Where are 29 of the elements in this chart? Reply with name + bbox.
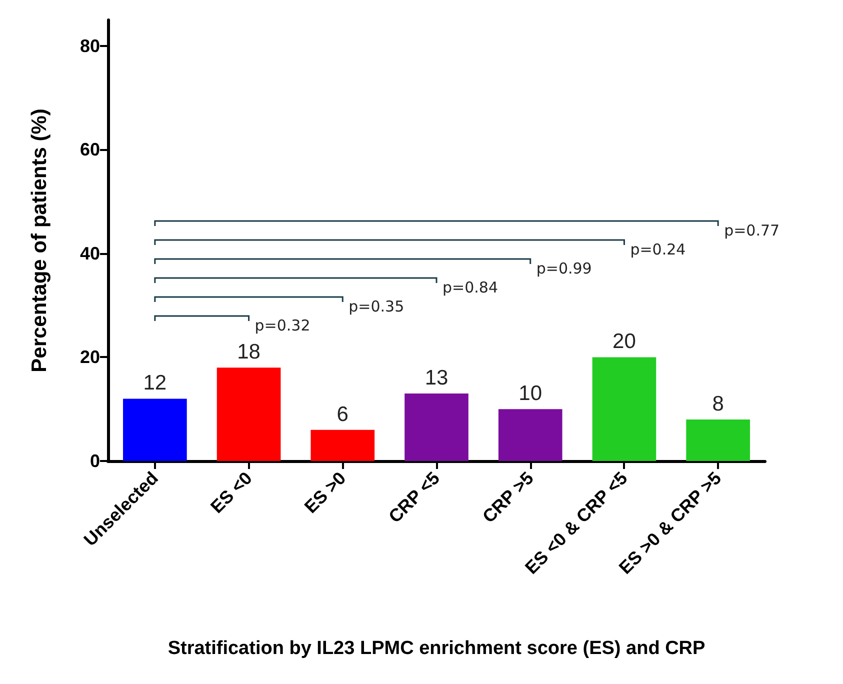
data-label: 12 <box>143 372 167 395</box>
x-tick-label: ES >0 <box>300 468 350 518</box>
y-tick-label: 40 <box>80 243 100 264</box>
y-tick-label: 60 <box>80 140 100 160</box>
data-label: 20 <box>612 330 636 354</box>
y-tick-label: 80 <box>80 36 100 56</box>
y-axis-title: Percentage of patients (%) <box>28 108 51 372</box>
data-label: 13 <box>424 366 448 390</box>
x-tick-label: ES <0 <box>206 468 256 518</box>
bar <box>123 398 187 461</box>
annotation: p=0.35 <box>348 298 404 316</box>
bar <box>686 419 750 461</box>
annotation: p=0.99 <box>536 260 592 278</box>
x-axis-title: Stratification by IL23 LPMC enrichment score (ES) and CRP <box>168 638 706 659</box>
annotation: p=0.77 <box>724 222 780 240</box>
bar <box>498 409 562 461</box>
annotation: p=0.84 <box>442 278 498 296</box>
bar <box>592 357 656 461</box>
bar <box>310 430 375 461</box>
data-label: 8 <box>712 392 724 416</box>
data-label: 10 <box>518 382 542 406</box>
y-tick-label: 0 <box>90 451 100 471</box>
data-label: 6 <box>336 402 348 426</box>
data-label: 18 <box>237 340 260 364</box>
bar <box>404 394 468 461</box>
annotation: p=0.24 <box>630 240 686 258</box>
y-tick-label: 20 <box>80 347 100 368</box>
annotation: p=0.32 <box>254 316 310 334</box>
bar <box>216 368 281 461</box>
